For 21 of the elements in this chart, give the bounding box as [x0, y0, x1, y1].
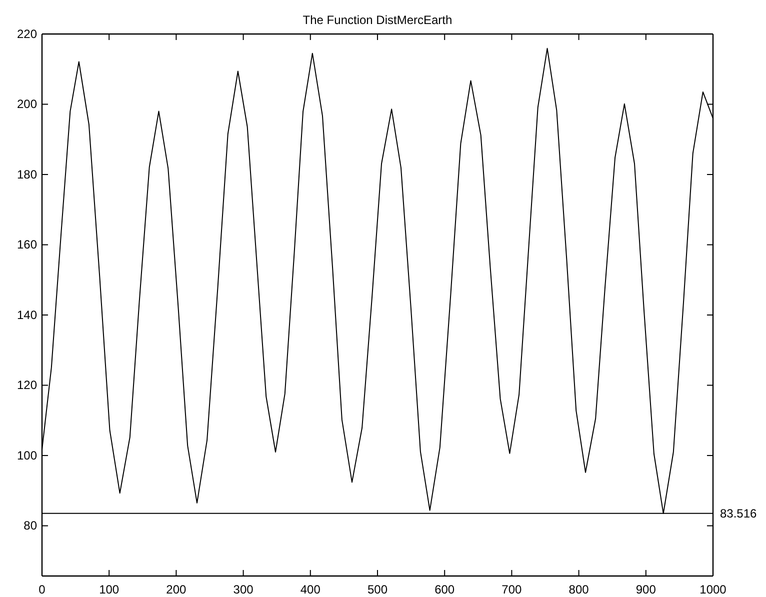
x-tick-label: 700 [502, 582, 522, 597]
y-tick-label: 180 [16, 167, 38, 182]
ref-line-label: 83.516 [720, 506, 758, 520]
y-tick-label: 160 [16, 238, 38, 252]
x-tick-label: 600 [434, 582, 455, 597]
x-tick-label: 900 [636, 582, 656, 597]
y-tick-label: 220 [16, 26, 38, 41]
x-tick-label: 100 [99, 582, 120, 597]
y-tick-label: 120 [16, 378, 38, 392]
x-tick-label: 800 [568, 582, 590, 597]
y-tick-label: 200 [16, 97, 38, 112]
y-tick-label: 100 [16, 448, 38, 462]
x-tick-label: 1000 [700, 582, 727, 597]
x-tick-label: 300 [233, 582, 254, 597]
y-tick-label: 140 [16, 308, 38, 322]
y-tick-label: 80 [24, 518, 38, 533]
x-tick-label: 0 [38, 582, 46, 597]
x-tick-label: 200 [166, 582, 187, 597]
chart-title: The Function DistMercEarth [302, 13, 452, 27]
x-tick-label: 400 [300, 582, 321, 597]
x-tick-label: 500 [367, 582, 388, 597]
